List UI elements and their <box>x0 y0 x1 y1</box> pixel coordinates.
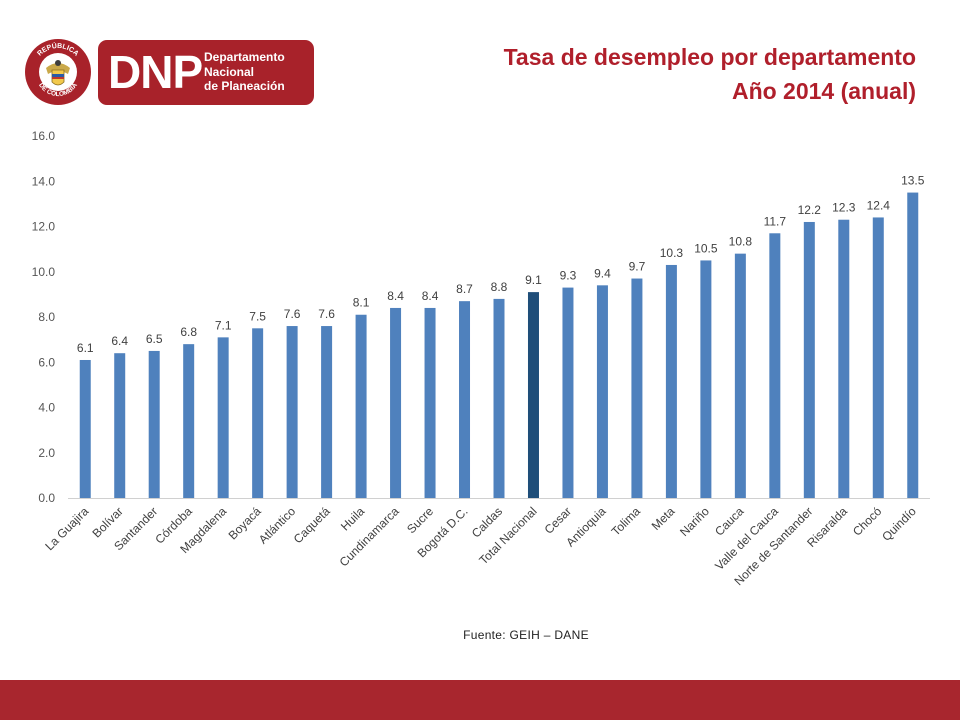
y-tick-label: 4.0 <box>38 401 55 415</box>
data-label: 6.1 <box>77 341 94 355</box>
x-tick-label: La Guajira <box>42 504 91 553</box>
bar <box>390 307 402 498</box>
bar <box>527 292 539 498</box>
y-tick-label: 16.0 <box>32 129 56 143</box>
bar <box>252 328 264 498</box>
x-tick-label: Meta <box>649 504 678 533</box>
bar <box>631 278 643 498</box>
data-label: 10.3 <box>660 246 684 260</box>
bar <box>148 350 160 498</box>
y-tick-label: 0.0 <box>38 491 55 505</box>
data-label: 6.4 <box>111 334 128 348</box>
bar <box>596 285 608 498</box>
data-label: 9.7 <box>629 260 646 274</box>
data-label: 9.4 <box>594 266 611 280</box>
y-tick-label: 8.0 <box>38 310 55 324</box>
dnp-logo: REPÚBLICA DE COLOMBIA DNP Departamento N… <box>24 38 314 106</box>
colombia-seal-icon: REPÚBLICA DE COLOMBIA <box>25 39 91 105</box>
data-label: 8.4 <box>387 289 404 303</box>
dnp-name-line: Nacional <box>204 64 255 79</box>
data-label: 8.1 <box>353 296 370 310</box>
unemployment-bar-chart: 0.0 2.0 4.0 6.0 8.0 10.0 12.0 14.0 16.0 6.1 La Gua… <box>32 129 930 588</box>
y-tick-label: 6.0 <box>38 355 55 369</box>
x-tick-label: Sucre <box>404 504 436 536</box>
dnp-acronym: DNP <box>108 46 203 98</box>
bar <box>803 221 815 498</box>
data-label: 10.8 <box>729 235 753 249</box>
bar <box>665 264 677 498</box>
bar <box>769 233 781 498</box>
bar <box>872 217 884 498</box>
data-label: 11.7 <box>764 214 787 228</box>
bar <box>183 344 195 498</box>
bar <box>562 287 574 498</box>
y-tick-label: 2.0 <box>38 446 55 460</box>
bar <box>286 326 298 498</box>
bar <box>355 314 367 498</box>
bar <box>838 219 850 498</box>
data-label: 7.6 <box>284 307 301 321</box>
data-label: 12.4 <box>867 198 891 212</box>
x-tick-label: Nariño <box>677 504 712 539</box>
data-label: 6.8 <box>180 325 197 339</box>
y-tick-label: 12.0 <box>32 220 56 234</box>
data-label: 12.3 <box>832 201 856 215</box>
data-label: 9.3 <box>560 269 577 283</box>
bar <box>114 353 126 498</box>
data-label: 9.1 <box>525 273 542 287</box>
dnp-name: Departamento Nacional de Planeación <box>204 50 308 94</box>
bar <box>459 301 471 498</box>
bar <box>907 192 919 498</box>
source-note: Fuente: GEIH – DANE <box>463 628 589 642</box>
x-tick-label: Cesar <box>542 504 575 537</box>
data-label: 12.2 <box>798 203 822 217</box>
bar <box>79 359 91 498</box>
footer-bar <box>0 680 960 720</box>
data-label: 7.1 <box>215 318 232 332</box>
data-label: 8.4 <box>422 289 439 303</box>
bar <box>321 326 333 498</box>
bar <box>217 337 229 498</box>
bar <box>493 298 505 498</box>
x-tick-label: Quindío <box>879 504 919 544</box>
x-tick-label: Atlántico <box>256 504 299 547</box>
data-label: 8.7 <box>456 282 473 296</box>
x-tick-label: Huila <box>338 504 367 533</box>
data-label: 6.5 <box>146 332 163 346</box>
data-label: 7.5 <box>249 309 266 323</box>
y-tick-label: 14.0 <box>32 174 56 188</box>
x-tick-label: Tolima <box>609 504 644 539</box>
y-tick-label: 10.0 <box>32 265 56 279</box>
bar <box>734 253 746 498</box>
slide-title: Tasa de desempleo por departamento Año 2… <box>504 40 916 108</box>
bar <box>700 260 712 498</box>
data-label: 7.6 <box>318 307 335 321</box>
data-label: 8.8 <box>491 280 508 294</box>
data-label: 10.5 <box>694 241 718 255</box>
data-label: 13.5 <box>901 174 925 188</box>
bar <box>424 307 436 498</box>
dnp-name-line: de Planeación <box>204 79 285 93</box>
dnp-brand-box: DNP Departamento Nacional de Planeación <box>98 40 314 105</box>
x-tick-label: Caquetá <box>291 504 333 546</box>
title-line-1: Tasa de desempleo por departamento <box>503 44 916 70</box>
title-line-2: Año 2014 (anual) <box>731 78 916 104</box>
dnp-name-line: Departamento <box>204 50 285 64</box>
